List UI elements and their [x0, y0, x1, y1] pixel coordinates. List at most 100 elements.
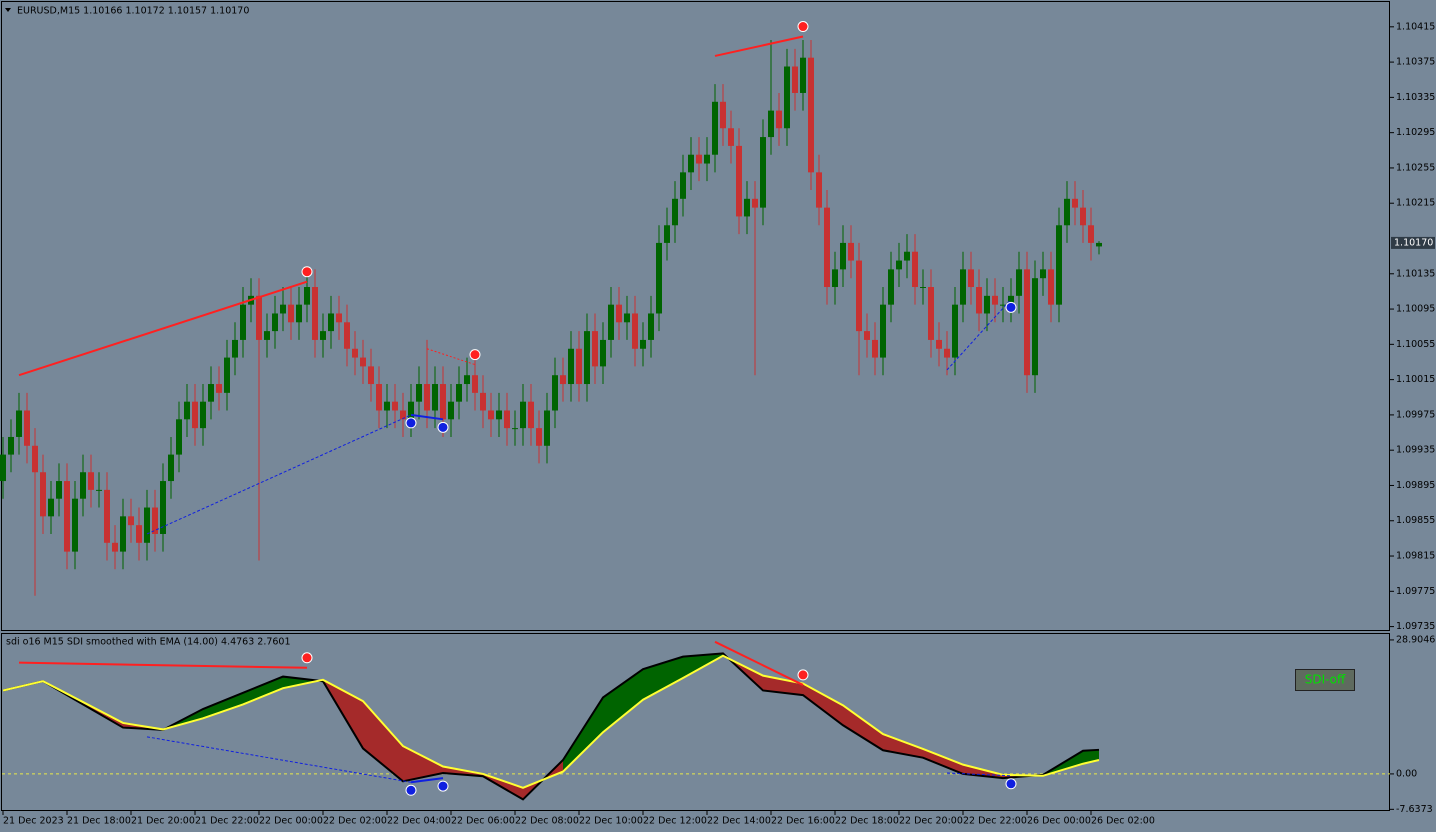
chart-title: EURUSD,M15 1.10166 1.10172 1.10157 1.101…: [17, 6, 249, 17]
y-tick-label: 1.09775: [1396, 586, 1435, 597]
candle-body: [936, 339, 942, 349]
candle-body: [592, 331, 598, 367]
x-tick-label: 21 Dec 22:00: [195, 816, 259, 827]
y-tick-label: -7.6373: [1396, 804, 1433, 815]
indicator-line: [2, 652, 1100, 801]
divergence-line: [714, 35, 804, 57]
x-tick-label: 21 Dec 20:00: [131, 816, 195, 827]
y-tick-label: 1.09895: [1396, 480, 1435, 491]
sub-plot: 28.9046 0.00 -7.6373: [2, 634, 1435, 815]
candle-body: [384, 401, 390, 411]
candle-body: [1048, 269, 1054, 305]
candle-body: [1064, 198, 1070, 226]
candle-body: [800, 57, 806, 93]
signal-marker: [437, 780, 449, 792]
candle-body: [424, 384, 430, 411]
button-label[interactable]: SDI-off: [1305, 673, 1346, 687]
x-tick-label: 22 Dec 04:00: [387, 816, 451, 827]
candle-body: [624, 313, 630, 323]
price-label: 1.10170: [1394, 237, 1433, 248]
candle-body: [192, 401, 198, 429]
y-tick-label: 1.09815: [1396, 551, 1435, 562]
x-tick-label: 22 Dec 08:00: [515, 816, 579, 827]
candle-body: [576, 348, 582, 385]
divergence-line: [946, 299, 1012, 371]
candle-body: [952, 304, 958, 358]
x-tick-label: 22 Dec 02:00: [323, 816, 387, 827]
candle-body: [40, 472, 46, 517]
fill-band: [643, 656, 683, 700]
fill-band: [563, 697, 603, 772]
y-tick-label: 1.09975: [1396, 409, 1435, 420]
candle-body: [128, 516, 134, 526]
x-tick-label: 21 Dec 2023: [3, 816, 64, 827]
candle-body: [64, 481, 70, 552]
fill-band: [203, 692, 243, 719]
y-tick-label: 28.9046: [1396, 634, 1435, 645]
candle-body: [552, 375, 558, 411]
candle-body: [1008, 295, 1014, 305]
candle-body: [32, 445, 38, 473]
candle-body: [744, 198, 750, 217]
y-tick-label: 1.10135: [1396, 268, 1435, 279]
candle-body: [680, 172, 686, 199]
y-tick-label: 1.10255: [1396, 162, 1435, 173]
sdi-button[interactable]: SDI-off: [1295, 669, 1355, 691]
candle-body: [72, 498, 78, 552]
divergence-line: [18, 280, 308, 377]
fill-band: [363, 701, 403, 782]
candle-body: [1096, 242, 1102, 247]
indicator-title: sdi o16 M15 SDI smoothed with EMA (14.00…: [6, 637, 291, 648]
candle-body: [568, 348, 574, 385]
x-tick-label: 22 Dec 06:00: [451, 816, 515, 827]
candle-body: [1056, 225, 1062, 305]
y-tick-label: 1.10295: [1396, 127, 1435, 138]
candle-body: [160, 481, 166, 534]
candle-body: [792, 66, 798, 93]
y-tick-label: 1.10095: [1396, 304, 1435, 315]
candle-body: [1032, 278, 1038, 376]
candle-body: [144, 507, 150, 543]
candle-body: [520, 401, 526, 429]
candle-body: [344, 322, 350, 349]
candle-body: [96, 489, 102, 491]
candle-body: [616, 304, 622, 323]
fill-band: [763, 675, 803, 696]
divergence-line: [410, 777, 444, 784]
button-box[interactable]: [1295, 669, 1355, 691]
candle-body: [80, 472, 86, 499]
candle-body: [456, 384, 462, 402]
candle-body: [608, 304, 614, 340]
candle-body: [872, 339, 878, 358]
signal-marker: [469, 349, 481, 361]
fill-band: [403, 746, 443, 782]
candle-body: [336, 313, 342, 323]
candle-body: [224, 357, 230, 393]
candle-body: [1040, 269, 1046, 279]
candle-body: [232, 339, 238, 358]
candle-body: [600, 339, 606, 367]
candle-body: [1000, 304, 1006, 306]
candle-body: [512, 428, 518, 430]
candle-body: [504, 410, 510, 429]
signal-marker: [301, 652, 313, 664]
candle-body: [304, 287, 310, 305]
candle-body: [1088, 225, 1094, 243]
signal-marker: [1005, 778, 1017, 790]
candle-body: [0, 454, 6, 482]
candle-body: [544, 410, 550, 446]
candle-body: [960, 269, 966, 305]
candle-body: [712, 101, 718, 155]
x-tick-label: 22 Dec 16:00: [771, 816, 835, 827]
candle-body: [400, 410, 406, 420]
y-tick-label: 1.09935: [1396, 445, 1435, 456]
candle-body: [752, 198, 758, 208]
candle-body: [24, 410, 30, 446]
fill-band: [603, 669, 643, 733]
candle-body: [136, 525, 142, 543]
candle-body: [968, 269, 974, 288]
candle-body: [816, 172, 822, 208]
candle-body: [920, 287, 926, 289]
